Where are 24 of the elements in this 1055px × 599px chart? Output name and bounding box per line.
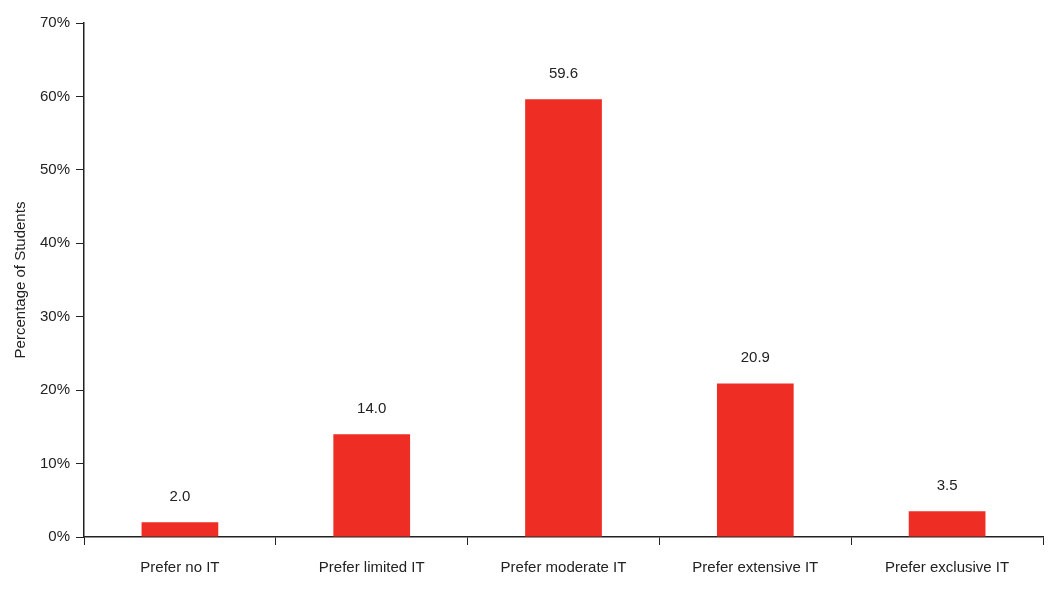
x-tick-label: Prefer exclusive IT xyxy=(884,558,1010,576)
bar xyxy=(333,434,411,537)
y-axis-title: Percentage of Students xyxy=(11,201,29,359)
bar xyxy=(141,522,219,537)
y-tick-label: 0% xyxy=(48,527,71,545)
data-label: 20.9 xyxy=(740,348,770,366)
x-tick-label: Prefer no IT xyxy=(140,558,220,576)
y-tick-label: 20% xyxy=(39,380,71,398)
x-tick-label: Prefer extensive IT xyxy=(692,558,819,576)
bar xyxy=(525,99,602,537)
x-tick-label: Prefer moderate IT xyxy=(500,558,627,576)
bar xyxy=(908,511,986,537)
y-tick-label: 40% xyxy=(39,233,71,251)
data-label: 59.6 xyxy=(548,64,579,82)
y-tick-label: 10% xyxy=(39,453,71,471)
y-tick-label: 60% xyxy=(39,86,71,104)
y-tick-label: 50% xyxy=(39,160,71,177)
data-label: 2.0 xyxy=(169,486,191,504)
y-tick-label: 30% xyxy=(39,306,71,324)
y-tick-label: 70% xyxy=(39,13,71,31)
x-tick-label: Prefer limited IT xyxy=(318,558,425,576)
bar xyxy=(716,383,794,537)
data-label: 14.0 xyxy=(357,398,387,416)
data-label: 3.5 xyxy=(936,475,958,493)
